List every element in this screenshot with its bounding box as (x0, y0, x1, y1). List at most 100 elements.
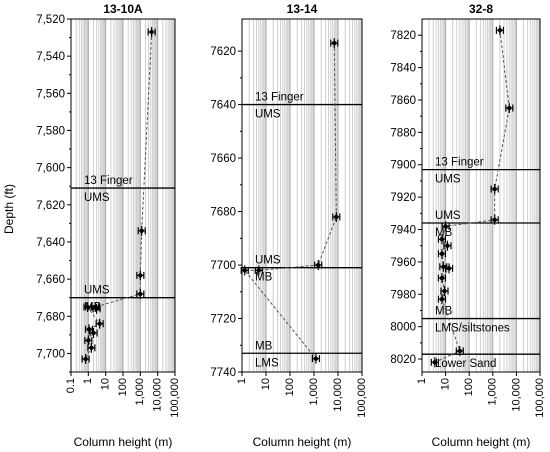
horizon-label-above: 13 Finger (435, 157, 484, 169)
plot-frame (421, 18, 541, 373)
y-tick-label: 7700 (210, 260, 236, 272)
data-marker (85, 304, 90, 310)
y-tick-label: 7820 (390, 30, 416, 42)
data-point (87, 342, 96, 353)
y-tick-label: 7880 (390, 127, 416, 139)
data-marker (138, 273, 143, 278)
horizon-label-above: UMS (255, 255, 281, 267)
horizon-label-below: UMS (435, 174, 461, 186)
data-marker (89, 345, 94, 351)
data-point (440, 286, 449, 297)
data-point (136, 288, 145, 299)
data-marker (332, 40, 337, 46)
x-tick-label: 10 (100, 378, 112, 390)
horizon-label-above: 13 Finger (84, 175, 133, 187)
x-tick-label: 0.1 (65, 378, 77, 393)
y-tick-label: 7,680 (36, 311, 65, 323)
x-tick-label: 100,000 (356, 378, 368, 418)
y-tick-label: 7920 (390, 192, 416, 204)
y-tick-label: 7620 (210, 46, 236, 58)
data-marker (139, 228, 144, 233)
y-tick-label: 7900 (390, 160, 416, 172)
horizon-label-below: LMS/siltstones (435, 323, 510, 335)
x-tick-label: 10 (440, 378, 452, 390)
data-marker (138, 291, 143, 297)
x-tick-label: 10,000 (152, 378, 164, 412)
data-point (311, 353, 321, 364)
data-marker (492, 217, 497, 222)
data-marker (91, 330, 96, 336)
x-axis-label: Column height (m) (432, 435, 531, 449)
horizon-label-below: Lower Sand (435, 358, 496, 370)
panel-1: 0.1 1 10 100 1,000 10,000 100,000 7,520 7,540 7,5… (36, 2, 181, 449)
horizon-label-below: MB (255, 272, 273, 284)
data-marker (256, 268, 261, 273)
data-marker (97, 321, 102, 326)
data-point (455, 345, 464, 356)
horizon-label-above: 13 Finger (255, 92, 304, 104)
y-tick-label: 7640 (210, 100, 236, 112)
y-tick-label: 7680 (210, 207, 236, 219)
x-tick-label: 100 (463, 378, 475, 396)
data-marker (313, 356, 319, 361)
data-point (444, 263, 454, 274)
x-tick-label: 1,000 (487, 378, 499, 406)
data-marker (507, 105, 512, 111)
data-marker (443, 224, 448, 229)
data-point (314, 260, 323, 271)
y-tick-label: 7720 (210, 314, 236, 326)
x-tick-label: 1 (82, 378, 94, 384)
y-tick-label: 7960 (390, 257, 416, 269)
y-tick-label: 7660 (210, 153, 236, 165)
x-axis-label: Column height (m) (253, 435, 352, 449)
x-tick-label: 10 (260, 378, 272, 390)
data-point (490, 214, 499, 225)
y-tick-label: 7,600 (36, 163, 65, 175)
data-point (81, 353, 90, 364)
x-tick-label: 1,000 (308, 378, 320, 406)
data-point (441, 221, 450, 232)
data-point (240, 265, 249, 276)
data-marker (497, 28, 503, 33)
data-point (330, 38, 339, 49)
data-point (437, 294, 447, 305)
x-tick-label: 100,000 (534, 378, 546, 418)
x-tick-label: 10,000 (510, 378, 522, 412)
data-marker (149, 29, 154, 35)
panel-title: 13-14 (287, 2, 318, 16)
data-point (437, 273, 447, 284)
horizon-label-above: MB (255, 340, 273, 352)
x-tick-label: 100 (284, 378, 296, 396)
data-marker (439, 275, 445, 281)
data-point (505, 103, 514, 114)
data-point (439, 261, 448, 272)
plot-frame (241, 18, 363, 373)
data-marker (439, 296, 445, 302)
data-marker (94, 306, 99, 312)
horizon-label-below: UMS (84, 192, 110, 204)
data-marker (316, 262, 321, 268)
data-point (443, 240, 452, 251)
data-point (430, 357, 439, 368)
data-point (136, 270, 145, 281)
y-tick-label: 7940 (390, 225, 416, 237)
x-tick-label: 1 (236, 378, 248, 384)
y-tick-label: 7860 (390, 95, 416, 107)
data-marker (439, 251, 445, 256)
panel-3: 1 10 100 1,000 10,000 100,000 7820 7840 7860 7880… (390, 2, 546, 449)
data-marker (445, 243, 450, 248)
data-marker (446, 266, 452, 271)
x-tick-label: 100 (117, 378, 129, 396)
x-tick-label: 1 (416, 378, 428, 384)
y-tick-label: 7840 (390, 63, 416, 75)
panel-title: 13-10A (103, 2, 143, 16)
y-axis-label: Depth (ft) (2, 184, 16, 234)
y-tick-label: 7,540 (36, 51, 65, 63)
horizon-label-below: UMS (255, 109, 281, 121)
x-axis-label: Column height (m) (74, 435, 173, 449)
data-point (437, 248, 447, 259)
y-tick-label: 7,640 (36, 237, 65, 249)
data-marker (83, 356, 88, 362)
y-tick-label: 7740 (210, 367, 236, 379)
